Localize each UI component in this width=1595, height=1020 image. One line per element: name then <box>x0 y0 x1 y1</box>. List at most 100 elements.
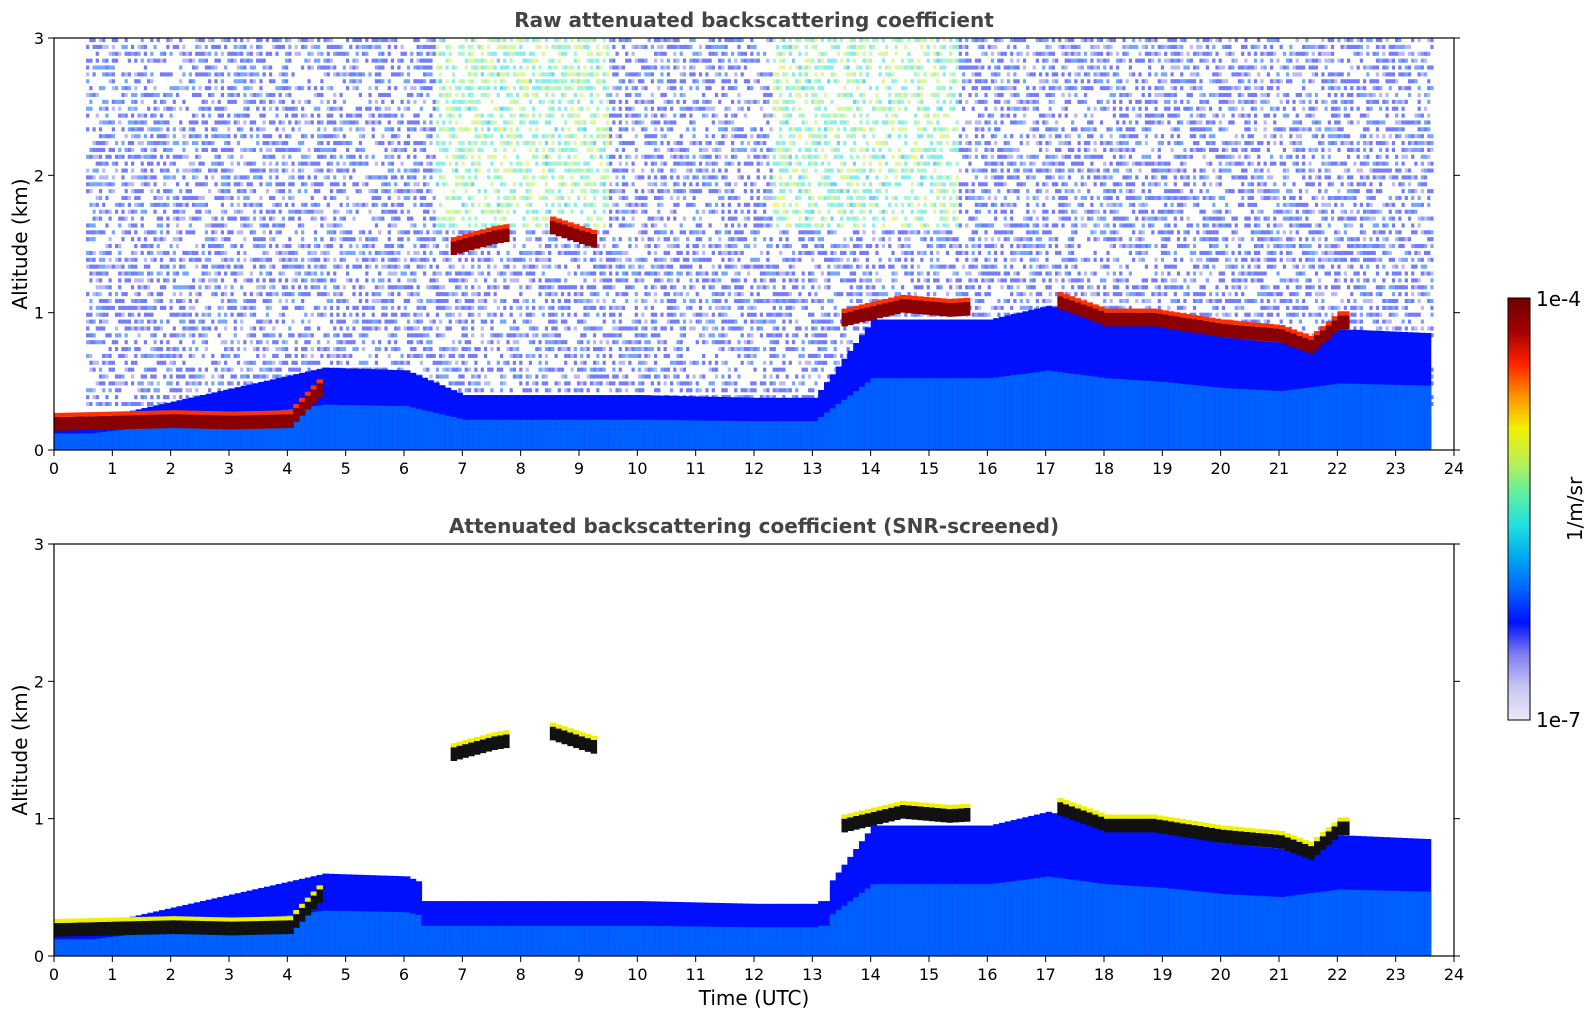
noise-cell <box>265 340 269 345</box>
noise-cell <box>390 257 395 262</box>
noise-cell <box>156 401 160 407</box>
noise-cell <box>166 189 170 194</box>
noise-cell <box>291 360 295 365</box>
noise-cell <box>272 326 276 331</box>
noise-cell <box>275 38 279 43</box>
noise-cell <box>98 175 103 180</box>
noise-cell <box>246 374 250 379</box>
noise-cell <box>98 106 103 111</box>
noise-cell <box>89 298 93 304</box>
noise-cell <box>516 154 520 159</box>
noise-cell <box>172 127 176 132</box>
noise-cell <box>390 347 395 352</box>
noise-cell <box>89 319 93 324</box>
noise-cell <box>320 353 324 358</box>
noise-cell <box>573 134 577 139</box>
noise-cell <box>281 161 285 166</box>
noise-cell <box>310 134 314 139</box>
noise-cell <box>451 312 456 317</box>
noise-cell <box>317 44 321 49</box>
noise-cell <box>509 326 513 331</box>
noise-cell <box>570 168 574 173</box>
noise-cell <box>124 161 128 166</box>
noise-cell <box>243 65 247 70</box>
noise-cell <box>464 367 468 372</box>
noise-cell <box>509 92 513 98</box>
noise-cell <box>573 347 577 352</box>
noise-cell <box>400 44 404 49</box>
noise-cell <box>378 31 381 35</box>
noise-cell <box>365 271 369 276</box>
noise-cell <box>493 120 497 125</box>
noise-cell <box>320 347 324 352</box>
noise-cell <box>422 58 427 63</box>
noise-cell <box>179 305 183 310</box>
noise-cell <box>512 182 516 187</box>
noise-cell <box>236 72 241 77</box>
noise-cell <box>509 223 513 228</box>
noise-cell <box>256 257 260 262</box>
noise-cell <box>233 79 237 84</box>
noise-cell <box>288 92 292 98</box>
noise-cell <box>435 360 439 365</box>
noise-cell <box>384 305 388 310</box>
noise-cell <box>326 168 330 173</box>
noise-cell <box>445 92 449 98</box>
noise-cell <box>593 367 597 372</box>
noise-cell <box>172 86 176 91</box>
noise-cell <box>175 209 180 214</box>
noise-cell <box>541 51 545 56</box>
noise-cell <box>490 51 494 56</box>
noise-cell <box>179 257 183 262</box>
noise-cell <box>89 182 93 187</box>
noise-cell <box>583 250 587 255</box>
noise-cell <box>236 250 241 255</box>
noise-cell <box>593 285 597 290</box>
noise-cell <box>191 305 196 310</box>
noise-cell <box>86 58 90 63</box>
noise-cell <box>217 58 221 63</box>
noise-cell <box>345 154 350 159</box>
noise-cell <box>268 147 273 152</box>
noise-cell <box>240 72 244 77</box>
noise-cell <box>159 154 164 159</box>
noise-cell <box>586 51 590 56</box>
noise-cell <box>576 161 581 166</box>
noise-cell <box>172 161 176 166</box>
noise-cell <box>262 113 266 118</box>
noise-cell <box>102 326 106 331</box>
noise-cell <box>281 120 285 125</box>
noise-cell <box>291 113 295 118</box>
noise-cell <box>541 381 545 386</box>
noise-cell <box>114 395 119 400</box>
noise-cell <box>191 79 196 84</box>
noise-cell <box>131 168 135 173</box>
noise-cell <box>509 271 513 276</box>
noise-cell <box>345 326 350 331</box>
noise-cell <box>339 326 343 331</box>
noise-cell <box>249 182 253 187</box>
noise-cell <box>439 65 443 70</box>
noise-cell <box>153 333 157 338</box>
noise-cell <box>156 360 160 365</box>
noise-cell <box>86 189 90 194</box>
noise-cell <box>551 237 555 242</box>
noise-cell <box>483 353 488 358</box>
noise-cell <box>163 401 167 407</box>
noise-cell <box>445 58 449 63</box>
noise-cell <box>516 141 520 146</box>
noise-cell <box>541 264 545 269</box>
noise-cell <box>516 257 520 262</box>
noise-cell <box>89 237 93 242</box>
noise-cell <box>551 141 555 146</box>
noise-cell <box>384 92 388 98</box>
noise-cell <box>265 147 269 152</box>
noise-cell <box>599 127 603 132</box>
noise-cell <box>156 250 160 255</box>
noise-cell <box>272 292 276 297</box>
noise-cell <box>567 388 571 393</box>
noise-cell <box>538 99 542 104</box>
noise-cell <box>220 182 225 187</box>
noise-cell <box>599 305 603 310</box>
noise-cell <box>339 360 343 365</box>
